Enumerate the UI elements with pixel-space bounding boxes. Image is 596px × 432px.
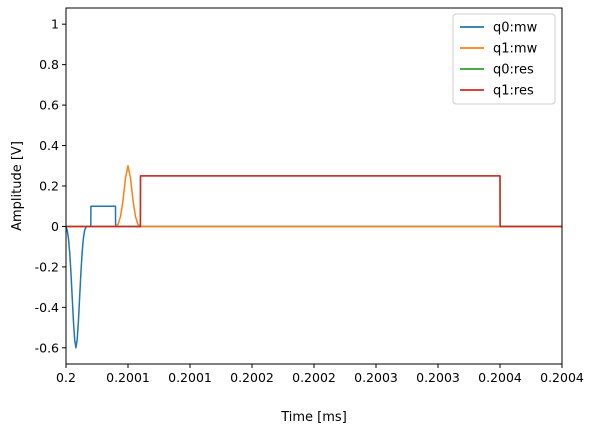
series-line-q0-mw <box>65 205 562 349</box>
legend-box <box>452 13 556 105</box>
legend-label: q0:res <box>493 63 534 78</box>
x-tick-label: 0.2004 <box>478 370 522 385</box>
legend-label: q0:mw <box>493 21 538 36</box>
x-tick-label: 0.2003 <box>416 370 460 385</box>
plot-layer <box>65 165 562 349</box>
legend-label: q1:mw <box>493 42 538 57</box>
x-tick-label: 0.2002 <box>292 370 336 385</box>
series-line-q1-mw <box>66 165 562 228</box>
x-axis-label: Time [ms] <box>280 410 347 425</box>
y-tick-label: 0.6 <box>39 98 59 113</box>
y-tick-label: -0.6 <box>35 340 59 355</box>
y-tick-label: 0.2 <box>39 179 59 194</box>
x-tick-label: 0.2001 <box>168 370 212 385</box>
y-tick-label: 1 <box>51 17 59 32</box>
x-tick-label: 0.2004 <box>540 370 584 385</box>
tick-layer: 0.2 0.2001 0.2001 0.2002 0.2002 0.2003 0.2003 0… <box>35 17 584 385</box>
series-line-q1-res <box>66 175 562 228</box>
y-axis-label: Amplitude [V] <box>10 141 25 231</box>
x-tick-label: 0.2 <box>56 370 76 385</box>
x-tick-label: 0.2003 <box>354 370 398 385</box>
y-tick-label: -0.2 <box>35 259 59 274</box>
y-tick-label: 0.4 <box>39 138 59 153</box>
legend: q0:mw q1:mw q0:res q1:res <box>452 13 556 105</box>
y-tick-label: -0.4 <box>35 300 59 315</box>
legend-label: q1:res <box>493 84 534 99</box>
x-tick-label: 0.2002 <box>230 370 274 385</box>
y-tick-label: 0 <box>51 219 59 234</box>
x-tick-label: 0.2001 <box>106 370 150 385</box>
y-tick-label: 0.8 <box>39 57 59 72</box>
